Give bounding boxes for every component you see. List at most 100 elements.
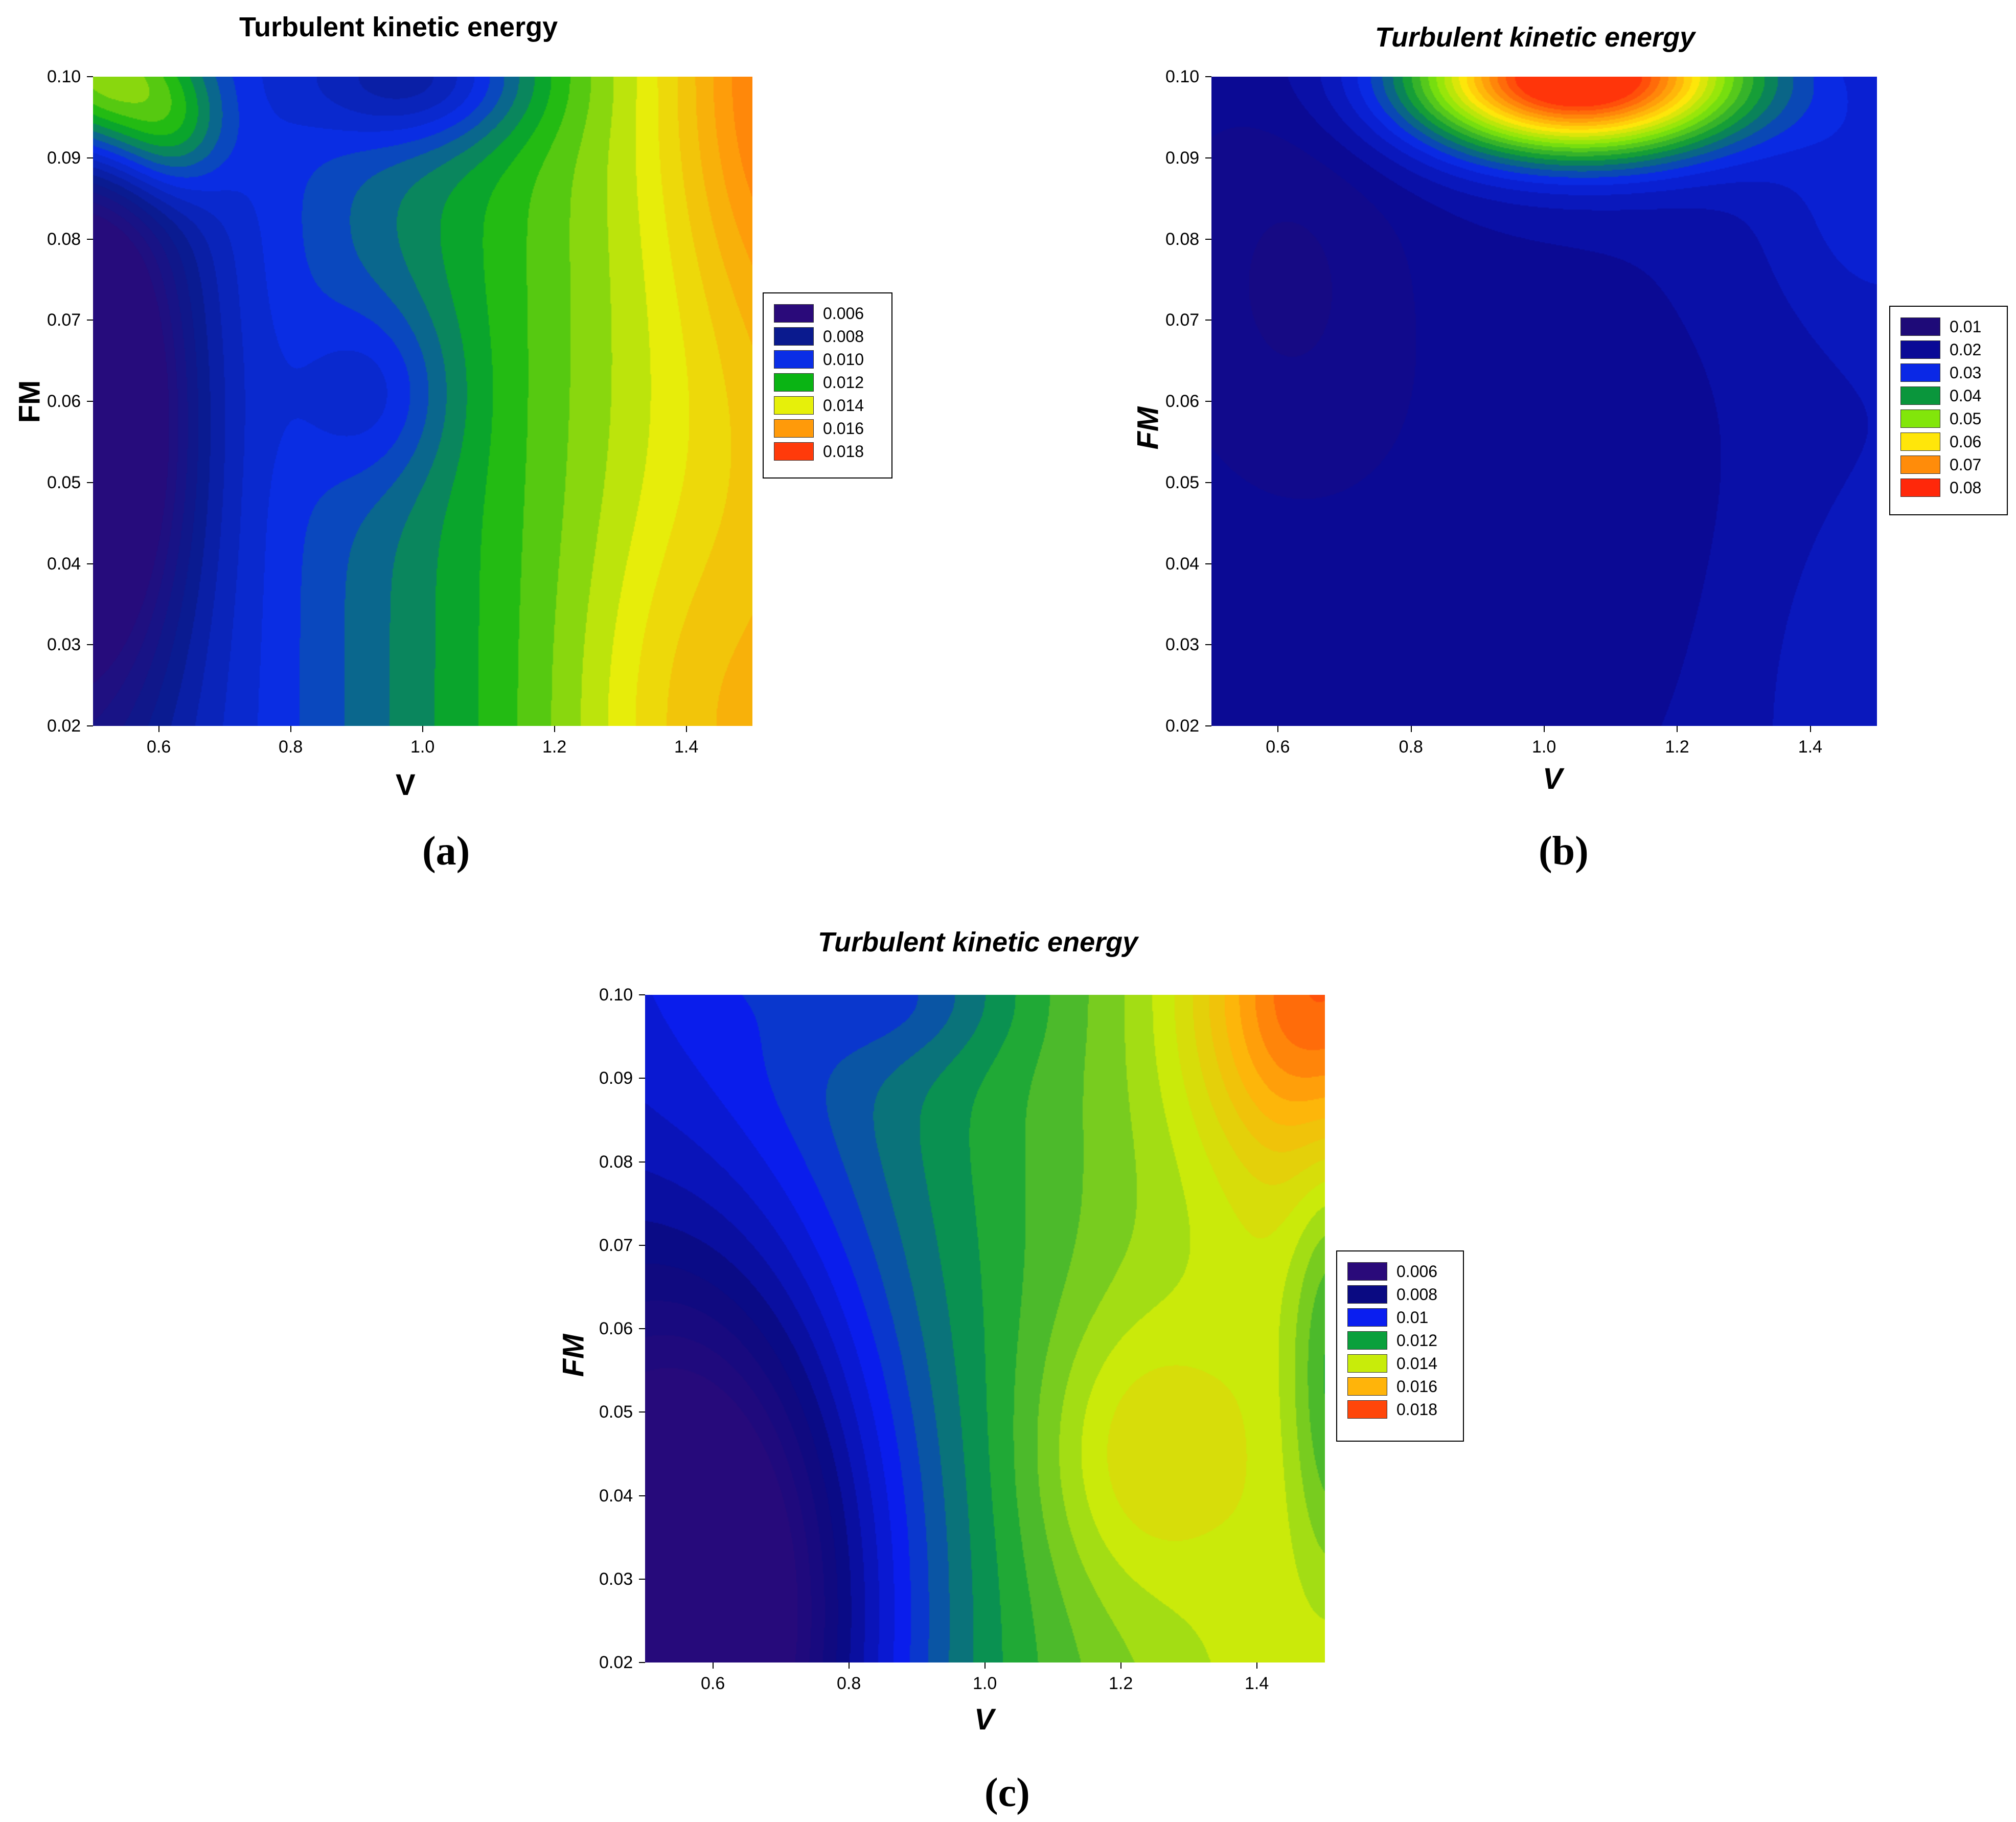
x-tick-mark: [422, 726, 423, 732]
y-tick-mark: [1205, 725, 1211, 726]
y-tick-label: 0.02: [1165, 716, 1200, 736]
y-tick-mark: [87, 401, 93, 402]
legend-swatch: [774, 327, 814, 346]
y-tick-label: 0.08: [1165, 229, 1200, 249]
y-tick-mark: [87, 76, 93, 77]
x-tick-label: 1.4: [1798, 737, 1823, 757]
legend-swatch: [1900, 363, 1940, 382]
y-tick-label: 0.09: [1165, 148, 1200, 168]
y-tick-mark: [87, 238, 93, 240]
x-tick-label: 1.0: [1532, 737, 1556, 757]
y-tick-label: 0.06: [599, 1319, 633, 1338]
contour-fill: [1211, 77, 1877, 726]
y-tick-label: 0.10: [47, 67, 81, 86]
y-tick-mark: [639, 1161, 645, 1163]
legend-label: 0.01: [1950, 317, 1982, 336]
y-tick-label: 0.08: [47, 229, 81, 249]
x-tick-mark: [713, 1662, 714, 1669]
x-tick-mark: [1410, 726, 1412, 732]
legend-label: 0.08: [1950, 479, 1982, 497]
y-tick-label: 0.07: [1165, 310, 1200, 330]
x-tick-mark: [1256, 1662, 1257, 1669]
y-tick-mark: [1205, 644, 1211, 646]
x-tick-label: 1.4: [674, 737, 699, 757]
legend-swatch: [1347, 1377, 1387, 1396]
legend-label: 0.012: [1396, 1331, 1438, 1350]
x-tick-mark: [984, 1662, 986, 1669]
y-tick-mark: [639, 1495, 645, 1496]
chart-title: Turbulent kinetic energy: [239, 12, 558, 42]
y-tick-mark: [87, 725, 93, 726]
y-tick-label: 0.07: [47, 310, 81, 330]
legend-label: 0.016: [1396, 1377, 1438, 1396]
x-tick-label: 1.2: [1109, 1674, 1133, 1693]
y-tick-mark: [87, 482, 93, 483]
legend-swatch: [774, 396, 814, 415]
contour-plot-area: [645, 995, 1325, 1662]
legend-swatch: [774, 442, 814, 461]
y-tick-mark: [1205, 563, 1211, 564]
y-tick-label: 0.06: [47, 392, 81, 411]
legend-swatch: [1347, 1308, 1387, 1327]
y-tick-mark: [639, 1662, 645, 1663]
y-tick-mark: [1205, 157, 1211, 158]
panel-caption: (b): [1539, 829, 1589, 874]
x-tick-mark: [1120, 1662, 1121, 1669]
contour-fill: [645, 995, 1325, 1662]
y-tick-mark: [87, 320, 93, 321]
x-tick-mark: [849, 1662, 850, 1669]
y-tick-label: 0.03: [1165, 635, 1200, 655]
legend-label: 0.018: [1396, 1400, 1438, 1419]
contour-plot-area: [1211, 77, 1877, 726]
legend-label: 0.05: [1950, 409, 1982, 428]
legend-label: 0.008: [1396, 1285, 1438, 1304]
y-tick-mark: [639, 1578, 645, 1580]
x-tick-label: 0.6: [1266, 737, 1290, 757]
y-tick-mark: [639, 1244, 645, 1246]
legend-swatch: [1347, 1331, 1387, 1350]
y-tick-mark: [639, 1328, 645, 1329]
y-tick-label: 0.10: [1165, 67, 1200, 86]
y-axis-label: FM: [1131, 406, 1165, 450]
legend: 0.006 0.008 0.010 0.012 0.014 0.016 0.018: [763, 292, 892, 479]
y-tick-label: 0.04: [599, 1486, 633, 1506]
legend-label: 0.012: [823, 373, 864, 392]
x-axis-label: V: [974, 1703, 994, 1736]
legend-label: 0.018: [823, 442, 864, 461]
legend-swatch: [1347, 1285, 1387, 1304]
legend-label: 0.008: [823, 327, 864, 346]
legend: 0.01 0.02 0.03 0.04 0.05 0.06 0.07 0.08: [1889, 306, 2008, 515]
legend-label: 0.07: [1950, 455, 1982, 474]
legend-label: 0.014: [1396, 1354, 1438, 1373]
x-tick-label: 1.4: [1245, 1674, 1269, 1693]
panel-caption: (c): [984, 1770, 1030, 1815]
panel-caption: (a): [422, 829, 470, 874]
x-tick-mark: [1809, 726, 1811, 732]
y-tick-label: 0.03: [599, 1569, 633, 1589]
legend-label: 0.006: [823, 304, 864, 323]
y-tick-label: 0.05: [599, 1402, 633, 1422]
x-tick-mark: [686, 726, 687, 732]
legend-swatch: [774, 419, 814, 438]
contour-plot-area: [93, 77, 752, 726]
y-tick-mark: [87, 644, 93, 646]
y-tick-label: 0.02: [599, 1653, 633, 1672]
x-axis-label: V: [396, 768, 416, 802]
x-tick-label: 1.2: [1665, 737, 1689, 757]
legend-label: 0.02: [1950, 340, 1982, 359]
y-tick-mark: [639, 1078, 645, 1079]
x-tick-mark: [1677, 726, 1678, 732]
y-axis-label: FM: [13, 380, 47, 423]
x-tick-label: 0.8: [1399, 737, 1423, 757]
x-tick-mark: [554, 726, 555, 732]
y-tick-mark: [1205, 238, 1211, 240]
y-tick-label: 0.10: [599, 985, 633, 1005]
legend-swatch: [774, 350, 814, 369]
y-tick-label: 0.04: [47, 554, 81, 574]
chart-title: Turbulent kinetic energy: [818, 927, 1138, 958]
x-axis-label: V: [1543, 762, 1563, 795]
x-tick-label: 0.8: [279, 737, 303, 757]
y-tick-mark: [639, 1411, 645, 1413]
y-tick-label: 0.03: [47, 635, 81, 655]
legend-swatch: [1347, 1354, 1387, 1373]
